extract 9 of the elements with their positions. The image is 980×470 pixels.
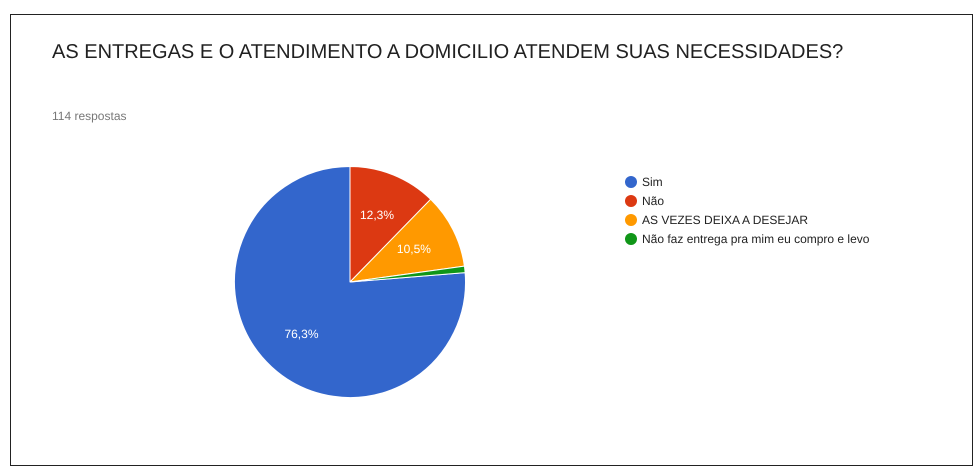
- chart-title: AS ENTREGAS E O ATENDIMENTO A DOMICILIO ATENDEM SUAS NECESSIDADES?: [52, 40, 844, 65]
- legend-label: Sim: [642, 175, 663, 189]
- data-label: 76,3%: [284, 326, 319, 341]
- data-label: 10,5%: [396, 242, 432, 256]
- legend-label: Não faz entrega pra mim eu compro e levo: [642, 232, 870, 246]
- data-label: 12,3%: [360, 208, 394, 222]
- legend-label: AS VEZES DEIXA A DESEJAR: [642, 213, 808, 227]
- text: 114 respostas: [52, 109, 126, 123]
- legend-label: Não: [642, 194, 664, 208]
